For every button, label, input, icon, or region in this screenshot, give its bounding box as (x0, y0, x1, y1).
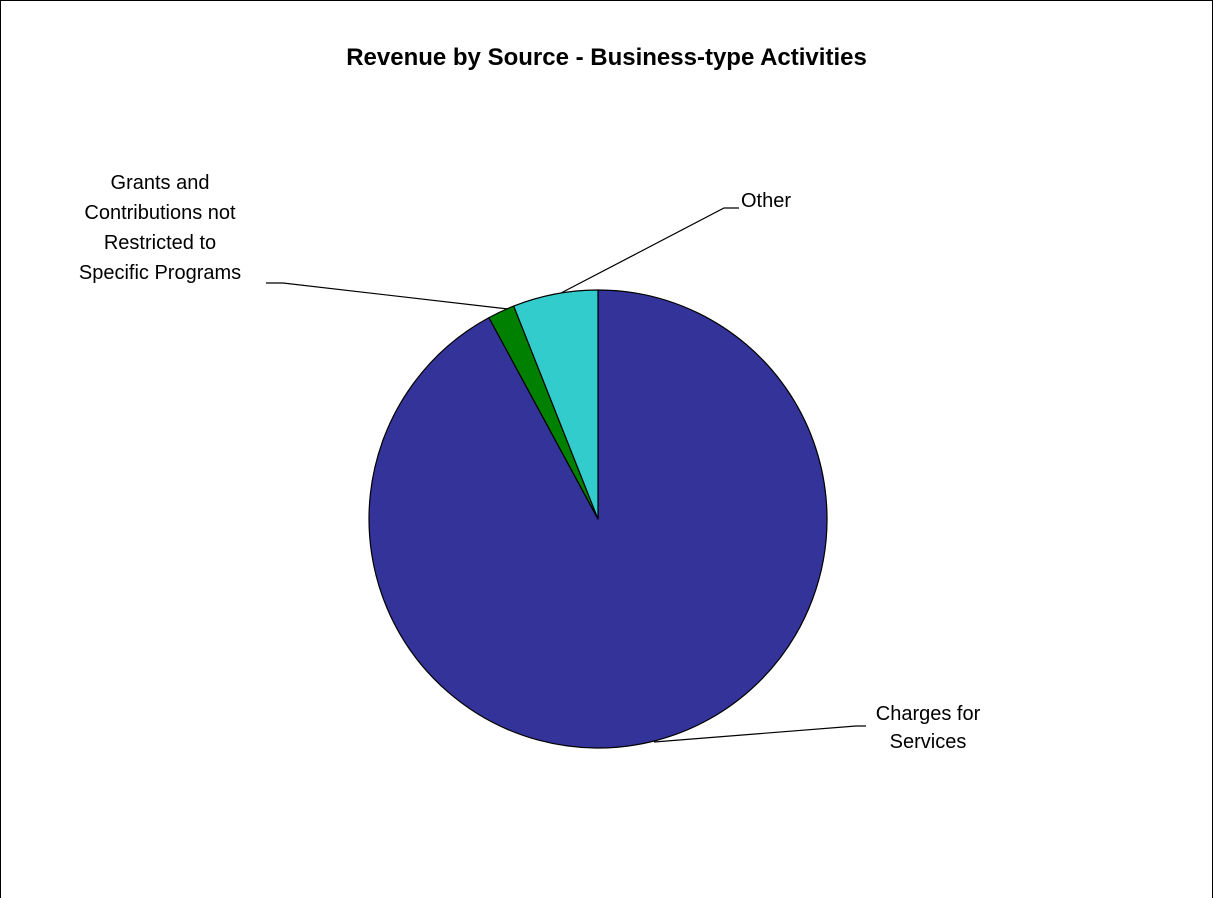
chart-title: Revenue by Source - Business-type Activi… (346, 44, 867, 71)
slice-label-grants-and-contributions-not-restricted-to-specific-programs: Grants and Contributions not Restricted to… (79, 172, 241, 284)
pie-slice-other (513, 289, 599, 520)
slice-label-other: Other (741, 190, 791, 212)
slice-label-line: Other (741, 190, 791, 212)
slice-label-line: Charges for (876, 703, 981, 725)
slice-label-line: Restricted to (104, 232, 216, 254)
slice-label-line: Services (890, 731, 967, 753)
slice-label-line: Specific Programs (79, 262, 241, 284)
leader-line-other (560, 207, 739, 294)
slice-label-line: Grants and (111, 172, 210, 194)
leader-line-grants-and-contributions-not-restricted-to-specific-programs (266, 282, 509, 310)
pie-slices (368, 289, 828, 749)
leader-line-charges-for-services (653, 725, 866, 743)
slice-label-line: Contributions not (84, 202, 236, 224)
slice-label-charges-for-services: Charges for Services (876, 703, 981, 753)
